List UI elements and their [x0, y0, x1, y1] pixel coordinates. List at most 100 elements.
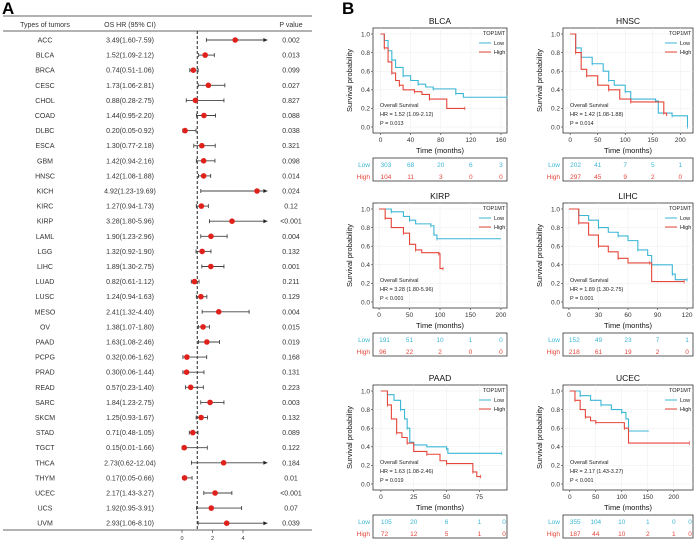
p-value: 0.07: [284, 506, 298, 513]
tumor-label: THYM: [35, 475, 55, 482]
p-value: 0.003: [282, 400, 300, 407]
risk-count-high: 0: [469, 349, 473, 356]
y-tick-label: 0.0: [361, 481, 370, 488]
annotation-title: Overall Survival: [380, 278, 419, 284]
hr-ci-text: 2.41(1.32-4.40): [106, 309, 154, 316]
risk-count-low: 0: [502, 519, 506, 526]
legend-label-high: High: [680, 225, 691, 231]
hr-ci-text: 1.63(1.08-2.46): [106, 340, 154, 347]
x-tick-label: 150: [647, 137, 658, 144]
annotation-hr: HR = 1.42 (1.08-1.88): [570, 112, 624, 118]
forest-row: OV 1.38(1.07-1.80) 0.015: [40, 324, 300, 331]
annotation-hr: HR = 1.63 (1.08-2.46): [380, 469, 434, 475]
p-value: 0.014: [282, 173, 300, 180]
x-tick-label: 60: [624, 312, 632, 319]
panel-title: PAAD: [429, 373, 452, 383]
tumor-label: LUAD: [36, 279, 55, 286]
p-value: 0.013: [282, 53, 300, 60]
risk-count-high: 0: [502, 531, 506, 538]
risk-count-low: 104: [590, 519, 601, 526]
hr-point: [192, 97, 199, 104]
p-value: 0.019: [282, 340, 300, 347]
risk-count-low: 202: [570, 162, 581, 169]
p-value: 0.129: [282, 294, 300, 301]
x-tick-label: 200: [668, 494, 679, 501]
ci-arrow: [263, 189, 268, 193]
y-tick-label: 0.8: [361, 225, 370, 232]
risk-count-high: 22: [406, 349, 414, 356]
y-tick-label: 0.4: [551, 444, 560, 451]
hr-ci-text: 1.44(0.95-2.20): [106, 113, 154, 120]
legend-label-high: High: [494, 50, 505, 56]
annotation-p: P = 0.014: [570, 121, 594, 127]
risk-label-high: High: [547, 349, 561, 356]
p-value: 0.132: [282, 415, 300, 422]
risk-count-high: 12: [410, 531, 418, 538]
risk-count-high: 1: [672, 531, 676, 538]
risk-table: [562, 514, 694, 539]
hr-point: [202, 52, 208, 58]
hr-ci-text: 0.74(0.51-1.06): [106, 68, 154, 75]
risk-count-low: 1: [646, 519, 650, 526]
forest-row: KICH 4.92(1.23-19.69) 0.024: [37, 188, 300, 196]
risk-label-low: Low: [358, 519, 370, 526]
risk-count-low: 303: [381, 162, 392, 169]
legend-label-low: Low: [494, 398, 504, 404]
hr-point: [204, 339, 210, 345]
risk-table: [372, 514, 508, 539]
y-tick-label: 0.2: [551, 281, 560, 288]
hr-point: [201, 112, 207, 119]
legend-label-high: High: [680, 407, 691, 413]
risk-table: [562, 157, 694, 182]
forest-row: KIRC 1.27(0.94-1.73) 0.12: [37, 203, 298, 211]
hr-ci-text: 0.17(0.05-0.66): [106, 475, 154, 482]
tumor-label: KICH: [37, 189, 54, 196]
risk-count-high: 104: [381, 174, 392, 181]
tumor-label: HNSC: [35, 173, 55, 180]
tumor-label: UCS: [38, 506, 53, 513]
risk-count-low: 6: [469, 162, 473, 169]
risk-count-high: 2: [646, 531, 650, 538]
risk-count-low: 1: [469, 337, 473, 344]
hr-point: [208, 505, 215, 511]
y-tick-label: 0.0: [551, 299, 560, 306]
hr-point: [187, 384, 194, 391]
column-header-hr: OS HR (95% CI): [104, 22, 156, 29]
tumor-label: DLBC: [36, 128, 55, 135]
y-tick-label: 1.0: [551, 206, 560, 213]
x-tick-label: 0: [568, 494, 572, 501]
p-value: 0.038: [282, 128, 300, 135]
x-tick-label: 50: [406, 312, 414, 319]
forest-row: MESO 2.41(1.32-4.40) 0.004: [35, 309, 300, 316]
hr-ci-text: 1.52(1.09-2.12): [106, 53, 154, 60]
hr-ci-text: 0.32(0.06-1.62): [106, 355, 154, 362]
risk-label-high: High: [357, 349, 371, 356]
y-tick-label: 1.0: [361, 388, 370, 395]
hr-point: [220, 460, 227, 466]
forest-row: UVM 2.93(1.06-8.10) 0.039: [37, 520, 300, 528]
risk-count-low: 10: [436, 337, 444, 344]
tumor-label: CHOL: [35, 98, 55, 105]
x-tick-label: 50: [594, 137, 602, 144]
hr-point: [184, 354, 190, 360]
hr-ci-text: 2.93(1.06-8.10): [106, 521, 154, 528]
hr-point: [198, 203, 205, 209]
risk-label-high: High: [357, 174, 371, 181]
x-tick-label: 160: [496, 137, 507, 144]
hr-ci-text: 0.20(0.05-0.92): [106, 128, 154, 135]
hr-point: [200, 158, 207, 164]
risk-label-low: Low: [358, 162, 370, 169]
tumor-label: STAD: [36, 430, 54, 437]
hr-ci-text: 3.49(1.60-7.59): [106, 38, 154, 45]
p-value: 0.223: [282, 385, 300, 392]
km-curve-high: [380, 390, 481, 478]
x-tick-label: 0: [377, 312, 381, 319]
forest-row: PRAD 0.30(0.06-1.44) 0.131: [35, 369, 300, 377]
x-tick-label: 4: [241, 536, 244, 542]
tumor-label: THCA: [35, 460, 54, 467]
x-tick-label: 75: [476, 494, 484, 501]
x-tick-label: 30: [595, 312, 603, 319]
p-value: 0.168: [282, 355, 300, 362]
